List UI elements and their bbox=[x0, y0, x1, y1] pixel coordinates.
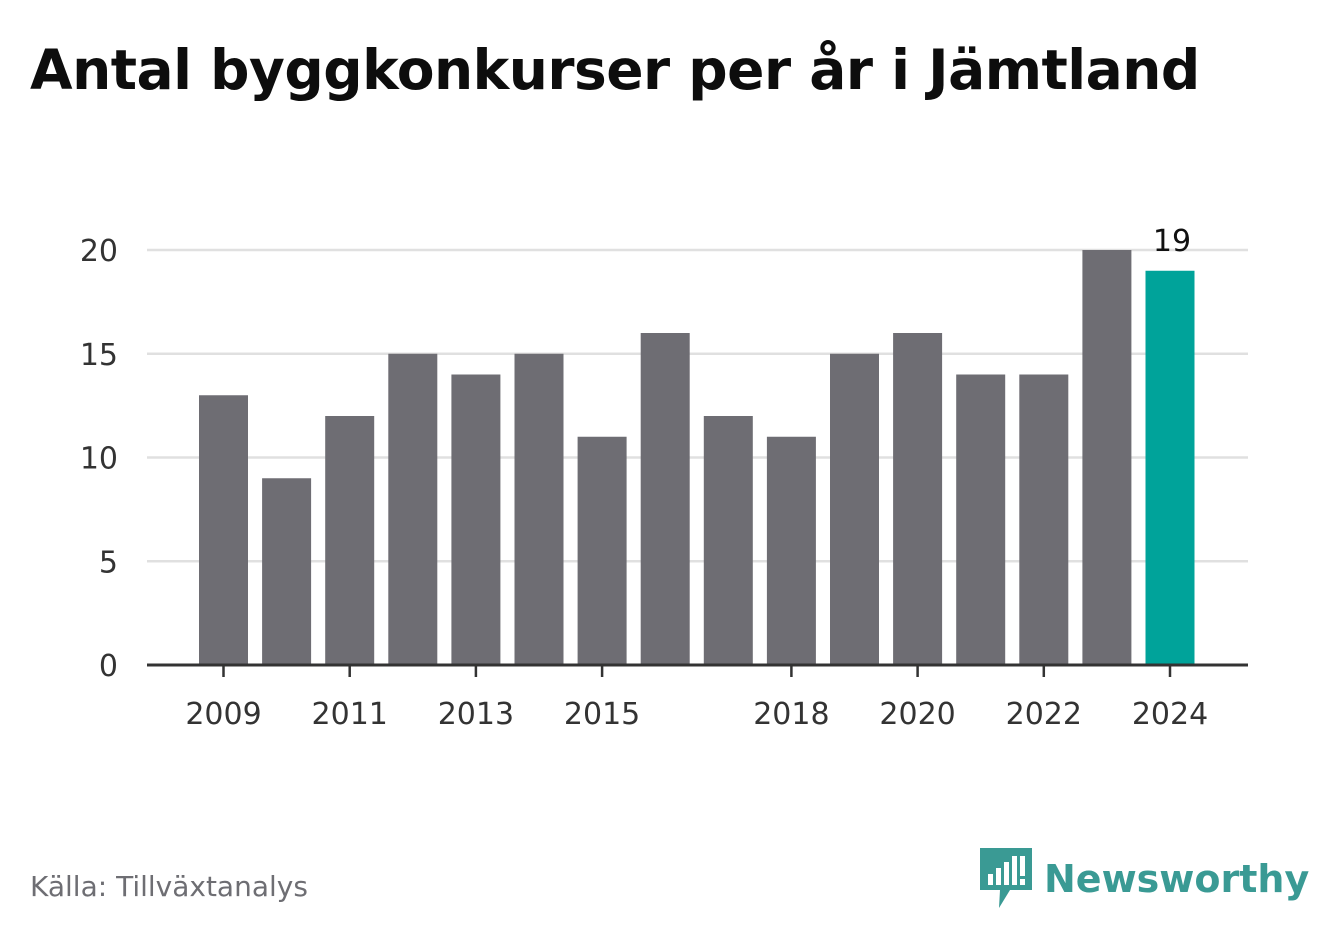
y-tick-label: 10 bbox=[80, 442, 118, 477]
bar-2022 bbox=[1019, 374, 1069, 665]
y-tick-label: 5 bbox=[99, 545, 118, 580]
bar-2021 bbox=[956, 374, 1006, 665]
bar-2013 bbox=[451, 374, 501, 665]
bar-2015 bbox=[577, 436, 627, 665]
bar-2010 bbox=[262, 478, 312, 665]
x-axis-labels: 2009 2011 2013 2015 2018 2020 2022 2024 bbox=[185, 697, 1208, 732]
y-tick-label: 20 bbox=[80, 234, 118, 269]
x-axis-ticks bbox=[222, 665, 1172, 677]
bar-2017 bbox=[703, 416, 753, 665]
value-labels: 19 bbox=[1153, 224, 1191, 259]
newsworthy-logo-icon bbox=[980, 848, 1032, 908]
y-axis-labels: 0 5 10 15 20 bbox=[80, 234, 118, 684]
x-tick-label: 2015 bbox=[564, 697, 640, 732]
x-tick-label: 2022 bbox=[1006, 697, 1082, 732]
chart-title: Antal byggkonkurser per år i Jämtland bbox=[30, 38, 1200, 102]
x-tick-label: 2009 bbox=[185, 697, 261, 732]
x-tick-label: 2011 bbox=[312, 697, 388, 732]
bar-2012 bbox=[388, 353, 438, 665]
bar-2023 bbox=[1082, 250, 1132, 665]
x-tick-label: 2013 bbox=[438, 697, 514, 732]
bar-2011 bbox=[325, 416, 375, 665]
source-note: Källa: Tillväxtanalys bbox=[30, 870, 308, 903]
x-tick-label: 2018 bbox=[753, 697, 829, 732]
bar-2018 bbox=[766, 436, 816, 665]
bar-chart: 0 5 10 15 20 2009 2011 2013 2015 2018 2020 2022 202… bbox=[80, 224, 1248, 732]
value-label: 19 bbox=[1153, 224, 1191, 259]
bar-2009 bbox=[199, 395, 248, 665]
x-tick-label: 2020 bbox=[879, 697, 955, 732]
bar-2020 bbox=[893, 333, 943, 665]
brand-logo: Newsworthy bbox=[980, 848, 1309, 910]
y-tick-label: 15 bbox=[80, 338, 118, 373]
bar-2016 bbox=[640, 333, 690, 665]
bar-2014 bbox=[514, 353, 564, 665]
bars bbox=[199, 250, 1195, 665]
y-tick-label: 0 bbox=[99, 649, 118, 684]
x-tick-label: 2024 bbox=[1132, 697, 1208, 732]
bar-2019 bbox=[830, 353, 879, 665]
bar-2024 bbox=[1145, 270, 1195, 665]
brand-name: Newsworthy bbox=[1044, 857, 1310, 901]
